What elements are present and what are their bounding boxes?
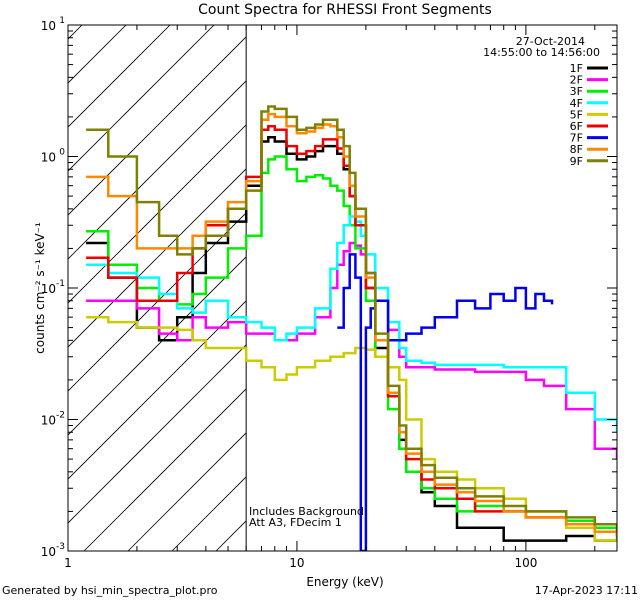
hatch-line [348, 0, 640, 551]
y-tick-exponent: -2 [56, 411, 65, 421]
legend-label-6F: 6F [570, 120, 583, 133]
hatch-line [436, 0, 640, 551]
y-tick-label: 10 [41, 151, 56, 165]
hatch-line [68, 36, 247, 216]
generated-by-label: Generated by hsi_min_spectra_plot.pro [2, 584, 218, 597]
timestamp-label: 17-Apr-2023 17:11 [535, 584, 638, 597]
date-label: 27-Oct-2014 [516, 35, 585, 48]
y-tick-exponent: 1 [59, 16, 65, 26]
series-layer [86, 105, 617, 551]
hatch-line [68, 25, 127, 84]
series-line-4F [86, 215, 617, 433]
hatch-line [83, 388, 247, 551]
series-line-1F [86, 136, 617, 542]
hatch-lines [68, 0, 640, 551]
annotation-attenuator: Att A3, FDecim 1 [249, 516, 342, 529]
hatch-line [68, 300, 247, 480]
series-line-3F [86, 155, 617, 541]
hatch-line [68, 124, 247, 304]
y-tick-label: 10 [41, 282, 56, 296]
legend-label-7F: 7F [570, 132, 583, 145]
time-range-label: 14:55:00 to 14:56:00 [483, 46, 600, 59]
legend-label-5F: 5F [570, 108, 583, 121]
hatch-line [68, 168, 247, 348]
y-tick-label: 10 [41, 414, 56, 428]
chart-title: Count Spectra for RHESSI Front Segments [198, 2, 492, 18]
hatch-line [68, 80, 247, 260]
y-tick-label: 10 [41, 19, 56, 33]
series-line-5F [86, 315, 617, 542]
annotation-background: Includes Background [249, 505, 364, 518]
x-tick-label: 100 [514, 556, 537, 570]
series-line-7F [337, 253, 554, 551]
series-line-6F [86, 124, 617, 536]
legend-label-3F: 3F [570, 85, 583, 98]
x-tick-label: 1 [64, 556, 72, 570]
y-axis-label: counts cm⁻² s⁻¹ keV⁻¹ [33, 222, 47, 354]
y-tick-label: 10 [41, 545, 56, 559]
legend-label-9F: 9F [570, 155, 583, 168]
hatch-line [68, 25, 171, 128]
y-tick-exponent: -1 [56, 279, 65, 289]
hatch-line [392, 0, 640, 551]
x-tick-label: 10 [289, 556, 304, 570]
y-tick-exponent: -3 [56, 542, 65, 552]
legend-label-4F: 4F [570, 97, 583, 110]
hatch-line [68, 344, 247, 524]
hatch-line [68, 25, 83, 40]
hatch-line [127, 432, 247, 551]
legend-label-8F: 8F [570, 143, 583, 156]
hatch-line [68, 256, 247, 436]
hatch-line [68, 212, 247, 392]
series-line-2F [86, 241, 617, 460]
hatched-region [68, 0, 640, 551]
hatch-line [260, 0, 640, 551]
series-line-8F [86, 112, 617, 536]
legend-label-2F: 2F [570, 74, 583, 87]
x-axis-label: Energy (keV) [306, 575, 383, 589]
hatch-line [480, 0, 640, 551]
legend-label-1F: 1F [570, 62, 583, 75]
y-tick-exponent: 0 [59, 148, 65, 158]
series-line-9F [86, 105, 617, 532]
hatch-line [612, 0, 640, 551]
hatch-line [68, 25, 215, 172]
